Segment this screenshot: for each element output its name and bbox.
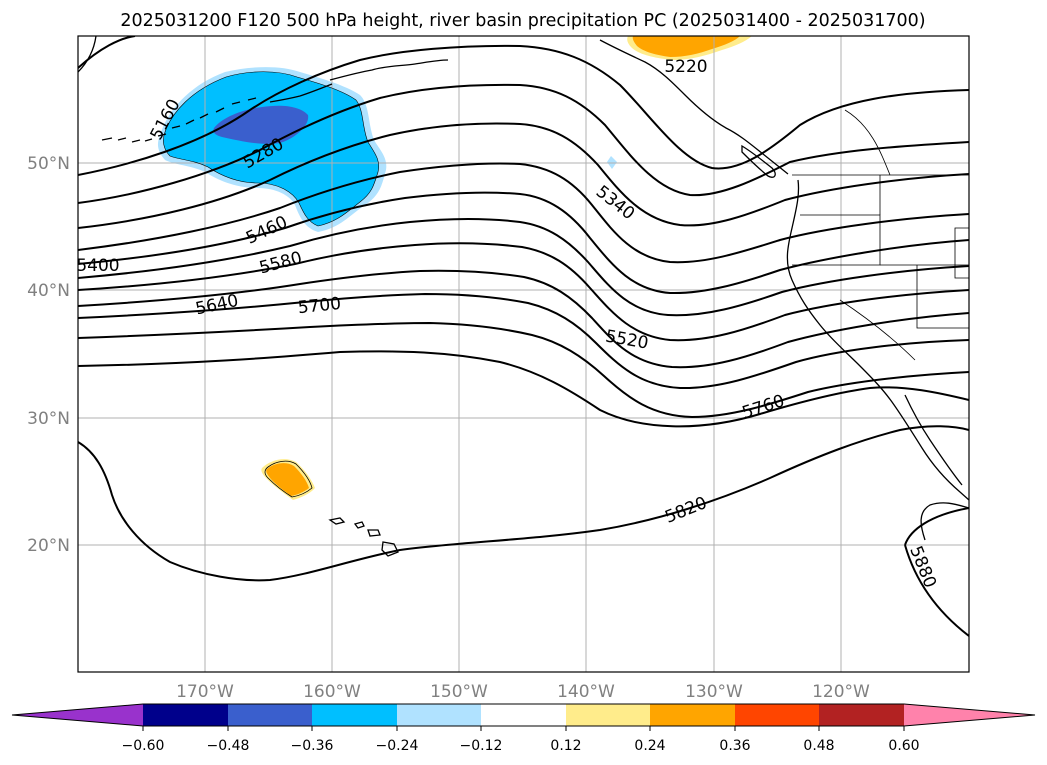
longitude-labels: 170°W 160°W 150°W 140°W 130°W 120°W [176,682,870,702]
contour-line [904,544,969,637]
map-area: 5160 5280 5460 5400 5580 5640 5700 5340 … [76,36,969,672]
lon-label: 140°W [557,682,615,702]
colorbar-segment [735,704,819,726]
plot-title: 2025031200 F120 500 hPa height, river ba… [120,11,925,31]
contour-label: 5400 [76,256,119,276]
contour-line [78,44,969,176]
baja-peninsula [904,394,969,541]
contour-label: 5700 [297,294,342,318]
colorbar-segment [481,704,566,726]
colorbar-tick-label: −0.24 [376,738,419,754]
contour-line [904,507,969,546]
contour-line [78,218,969,317]
colorbar-tick-label: −0.12 [460,738,503,754]
colorbar-segment [566,704,650,726]
contour-line [78,162,969,264]
colorbar: −0.60 −0.48 −0.36 −0.24 −0.12 0.12 0.24 … [11,703,1036,754]
contour-line [78,292,969,390]
bc-coast [599,39,789,175]
colorbar-segment [650,704,735,726]
positive-anomaly-hawaii [266,463,309,496]
contour-line [78,122,969,229]
coastlines [78,36,969,557]
us-west-coast [786,179,969,501]
negative-anomaly-medium [163,71,379,226]
colorbar-tick-label: 0.24 [634,738,665,754]
lat-label: 50°N [27,154,70,174]
contour-line [78,36,136,69]
colorbar-segment [143,704,228,726]
lon-label: 160°W [303,682,361,702]
colorbar-segment [312,704,397,726]
lat-label: 30°N [27,409,70,429]
colorbar-extend-max [904,704,1035,726]
hawaii-outline [264,460,313,498]
contour-line [78,242,969,342]
contour-line [78,321,969,419]
map-frame [77,35,970,673]
lon-label: 170°W [176,682,234,702]
colorbar-tick-label: −0.36 [291,738,334,754]
colorbar-segment [397,704,481,726]
lat-label: 40°N [27,281,70,301]
colorbar-tick-label: 0.48 [803,738,834,754]
positive-anomaly-north-core [632,36,740,57]
lon-label: 150°W [430,682,488,702]
precip-outline [163,71,379,227]
contour-line [78,269,969,369]
gridlines [78,36,969,672]
contour-line [78,191,969,295]
contour-line [78,425,969,582]
alaska-coast [269,59,449,103]
contour-label: 5220 [664,57,707,77]
colorbar-tick-label: 0.12 [550,738,581,754]
lon-label: 130°W [685,682,743,702]
height-contours [78,36,969,637]
colorbar-extend-min [12,704,143,726]
contour-line [78,350,969,428]
colorbar-segment [228,704,312,726]
colorbar-tick-label: −0.60 [122,738,165,754]
aleutian-islands [101,97,257,143]
contour-line [78,83,969,204]
colorbar-tick-label: −0.48 [207,738,250,754]
colorbar-tick-label: 0.36 [719,738,750,754]
colorbar-tick-label: 0.60 [888,738,919,754]
lon-label: 120°W [812,682,870,702]
latitude-labels: 50°N 40°N 30°N 20°N [27,154,70,556]
hawaiian-islands [328,517,399,557]
negative-anomaly-dark [213,105,309,144]
colorbar-segment [819,704,904,726]
northwest-coast-arc [78,36,97,73]
lat-label: 20°N [27,536,70,556]
